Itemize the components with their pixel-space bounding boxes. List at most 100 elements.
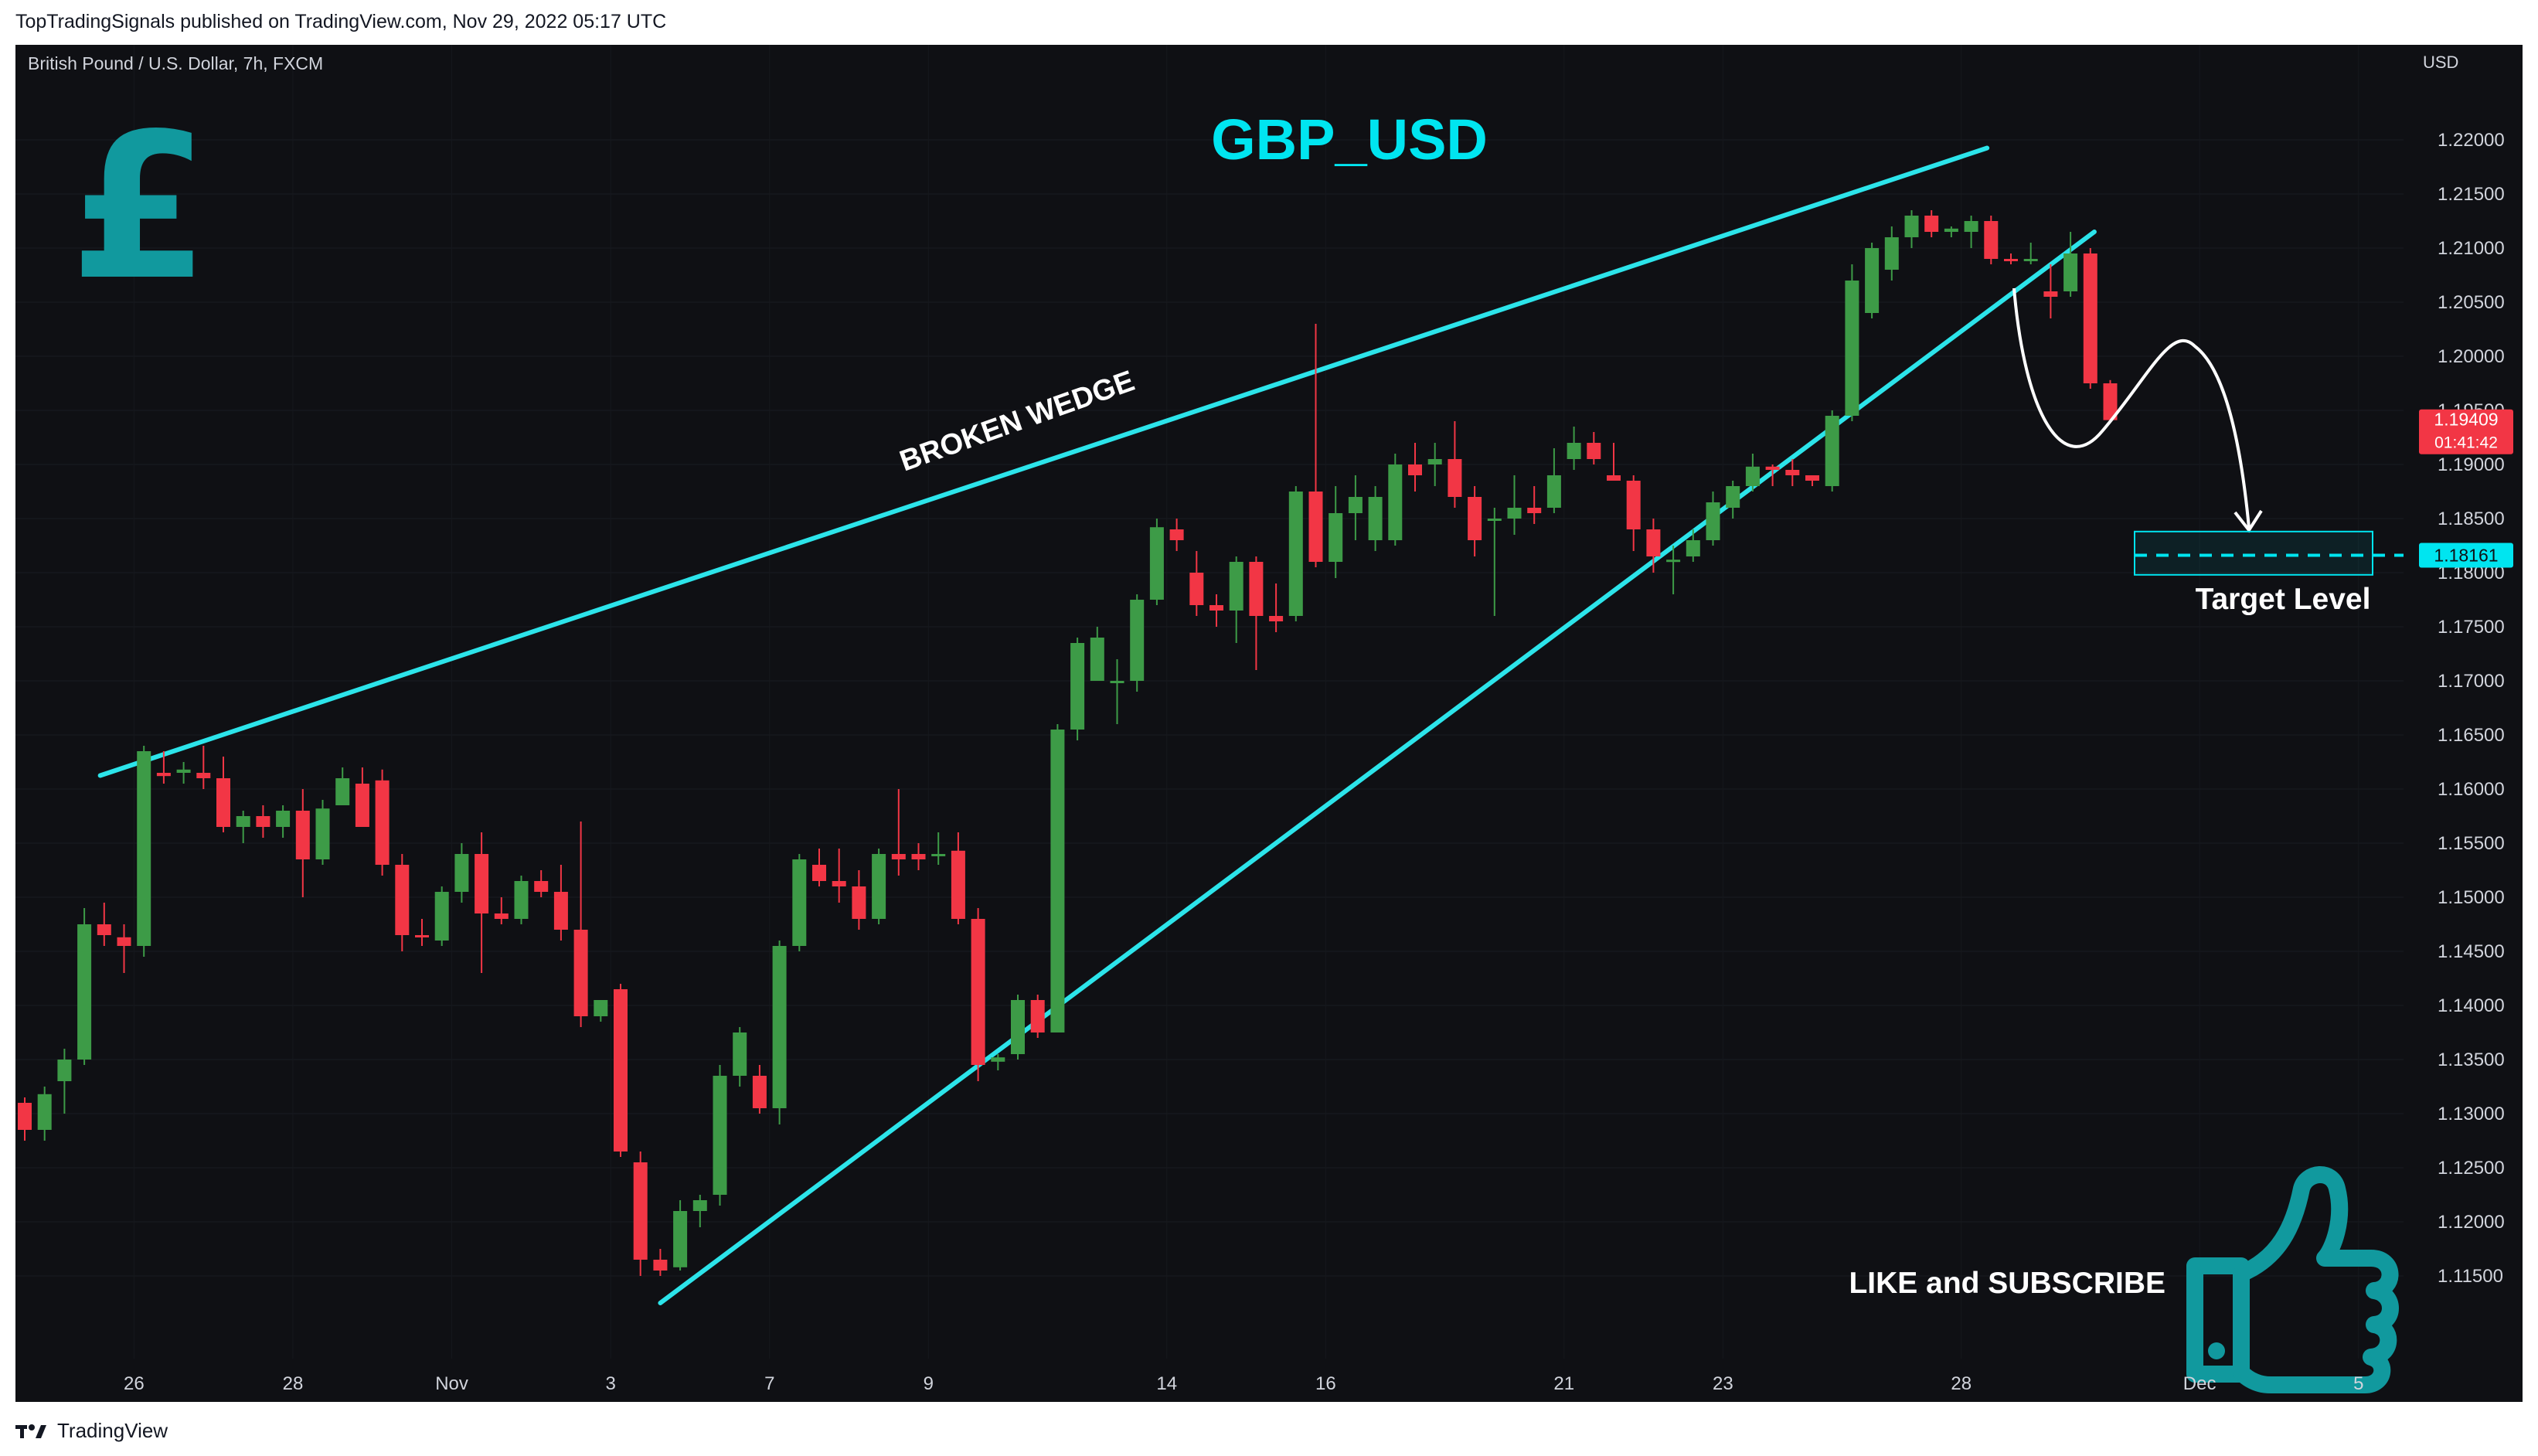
candle[interactable] — [713, 1065, 727, 1206]
upper-wedge-line[interactable] — [97, 145, 1990, 778]
candle[interactable] — [57, 1049, 72, 1114]
candle[interactable] — [614, 984, 628, 1157]
candle[interactable] — [733, 1027, 747, 1087]
candle[interactable] — [335, 767, 350, 805]
candle[interactable] — [475, 832, 489, 973]
candle[interactable] — [673, 1200, 688, 1271]
candle[interactable] — [1090, 627, 1104, 681]
candle[interactable] — [415, 919, 429, 946]
candle[interactable] — [1209, 594, 1223, 627]
footer-brand[interactable]: TradingView — [57, 1419, 168, 1442]
candle[interactable] — [1845, 264, 1859, 421]
candle[interactable] — [1427, 443, 1442, 486]
candle[interactable] — [1110, 659, 1124, 724]
candle[interactable] — [216, 757, 230, 832]
candle[interactable] — [2004, 253, 2018, 264]
candle[interactable] — [911, 843, 926, 870]
candle[interactable] — [1149, 519, 1164, 605]
candle[interactable] — [991, 1054, 1005, 1070]
candle[interactable] — [792, 854, 807, 951]
candle[interactable] — [692, 1195, 707, 1227]
candle[interactable] — [2083, 248, 2097, 389]
candle[interactable] — [2063, 232, 2078, 297]
candle[interactable] — [117, 924, 131, 973]
candle[interactable] — [77, 908, 92, 1065]
candle[interactable] — [1626, 475, 1641, 551]
candle[interactable] — [1706, 492, 1720, 546]
candle[interactable] — [1765, 464, 1780, 486]
candle[interactable] — [1865, 243, 1880, 318]
candle[interactable] — [97, 903, 111, 946]
target-price-tag[interactable]: 1.18161 — [2419, 543, 2513, 568]
candle[interactable] — [18, 1097, 32, 1141]
lower-wedge-line[interactable] — [658, 230, 2097, 1305]
candle[interactable] — [872, 849, 886, 924]
candle[interactable] — [931, 832, 946, 865]
candle[interactable] — [1666, 546, 1681, 594]
candle[interactable] — [812, 849, 826, 886]
candle[interactable] — [1050, 724, 1065, 1032]
candle[interactable] — [1567, 427, 1581, 470]
candle[interactable] — [176, 762, 191, 784]
candle[interactable] — [276, 805, 291, 838]
candle[interactable] — [1011, 995, 1025, 1060]
candle[interactable] — [1329, 486, 1343, 578]
candle[interactable] — [494, 897, 509, 924]
candle[interactable] — [1785, 459, 1800, 486]
candle[interactable] — [1607, 443, 1621, 481]
candle[interactable] — [1745, 454, 1760, 492]
candle[interactable] — [951, 832, 965, 924]
candle[interactable] — [772, 941, 787, 1124]
candle[interactable] — [1527, 486, 1542, 524]
candle[interactable] — [37, 1087, 52, 1141]
candle[interactable] — [633, 1152, 648, 1276]
candle[interactable] — [1189, 551, 1204, 616]
candle[interactable] — [1388, 454, 1403, 546]
candle[interactable] — [156, 751, 171, 784]
candle[interactable] — [2103, 379, 2118, 420]
candle[interactable] — [1805, 475, 1819, 486]
candle[interactable] — [1070, 638, 1085, 740]
candle[interactable] — [573, 822, 588, 1027]
candle[interactable] — [2043, 264, 2058, 318]
candle[interactable] — [1249, 556, 1264, 670]
candle[interactable] — [355, 767, 369, 827]
candle[interactable] — [295, 789, 310, 897]
candle[interactable] — [375, 769, 390, 876]
candle[interactable] — [395, 854, 410, 951]
candle[interactable] — [1686, 529, 1700, 562]
candle[interactable] — [1030, 995, 1045, 1038]
candle[interactable] — [315, 800, 330, 865]
candle[interactable] — [2023, 243, 2038, 264]
candle[interactable] — [1487, 508, 1502, 616]
candle[interactable] — [236, 811, 250, 843]
candle[interactable] — [1646, 519, 1661, 573]
candle[interactable] — [1348, 475, 1363, 540]
candle[interactable] — [454, 843, 469, 903]
candle[interactable] — [1368, 486, 1383, 551]
candle[interactable] — [514, 876, 529, 924]
candle[interactable] — [832, 849, 846, 903]
candle[interactable] — [1726, 481, 1740, 519]
candle[interactable] — [196, 746, 211, 789]
candle[interactable] — [553, 865, 568, 941]
candle[interactable] — [752, 1065, 767, 1114]
last-price-tag[interactable]: 1.19409 01:41:42 — [2419, 409, 2513, 454]
candle[interactable] — [653, 1249, 668, 1276]
candle[interactable] — [1288, 486, 1303, 621]
candle[interactable] — [137, 746, 151, 957]
candle[interactable] — [1468, 486, 1482, 556]
candle[interactable] — [594, 1000, 608, 1022]
candle[interactable] — [1944, 226, 1958, 237]
candle[interactable] — [1825, 410, 1839, 492]
candle[interactable] — [1507, 475, 1522, 535]
candle[interactable] — [1229, 556, 1243, 643]
candle[interactable] — [1169, 519, 1184, 551]
price-chart[interactable]: British Pound / U.S. Dollar, 7h, FXCM GB… — [15, 45, 2523, 1402]
candle[interactable] — [1924, 210, 1939, 237]
tradingview-logo-icon[interactable] — [15, 1423, 49, 1440]
candle[interactable] — [1308, 324, 1323, 567]
candle[interactable] — [434, 886, 449, 946]
candle[interactable] — [1964, 216, 1978, 248]
candle[interactable] — [852, 870, 866, 930]
